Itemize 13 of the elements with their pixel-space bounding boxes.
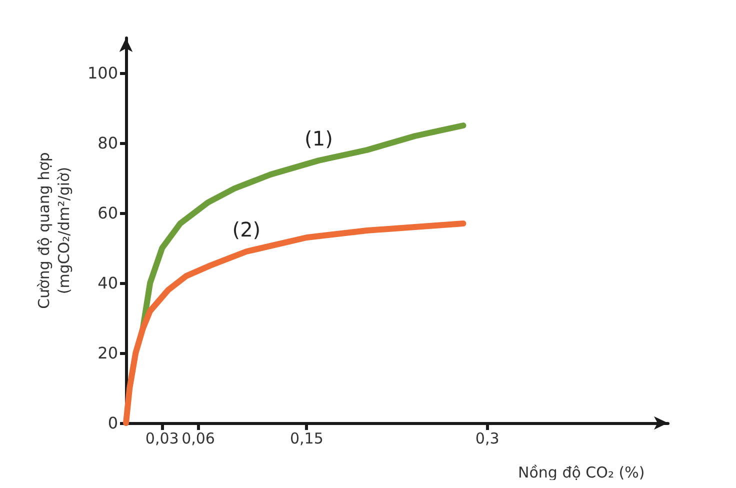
annotation: (1)	[304, 126, 333, 150]
y-tick-label: 60	[98, 204, 118, 222]
y-axis-title: Cường độ quang hợp (mgCO₂/dm²/giờ)	[35, 152, 73, 309]
x-tick-label: 0,3	[475, 430, 500, 448]
y-tick-label: 20	[98, 344, 118, 362]
x-tick-label: 0,15	[290, 430, 324, 448]
y-tick-label: 0	[108, 414, 118, 432]
y-tick-label: 80	[98, 134, 118, 152]
x-tick-label: 0,06	[182, 430, 215, 448]
y-tick-label: 100	[87, 64, 118, 82]
y-tick-label: 40	[98, 274, 118, 292]
annotation: (2)	[232, 218, 261, 242]
x-tick-label: 0,03	[145, 430, 179, 448]
